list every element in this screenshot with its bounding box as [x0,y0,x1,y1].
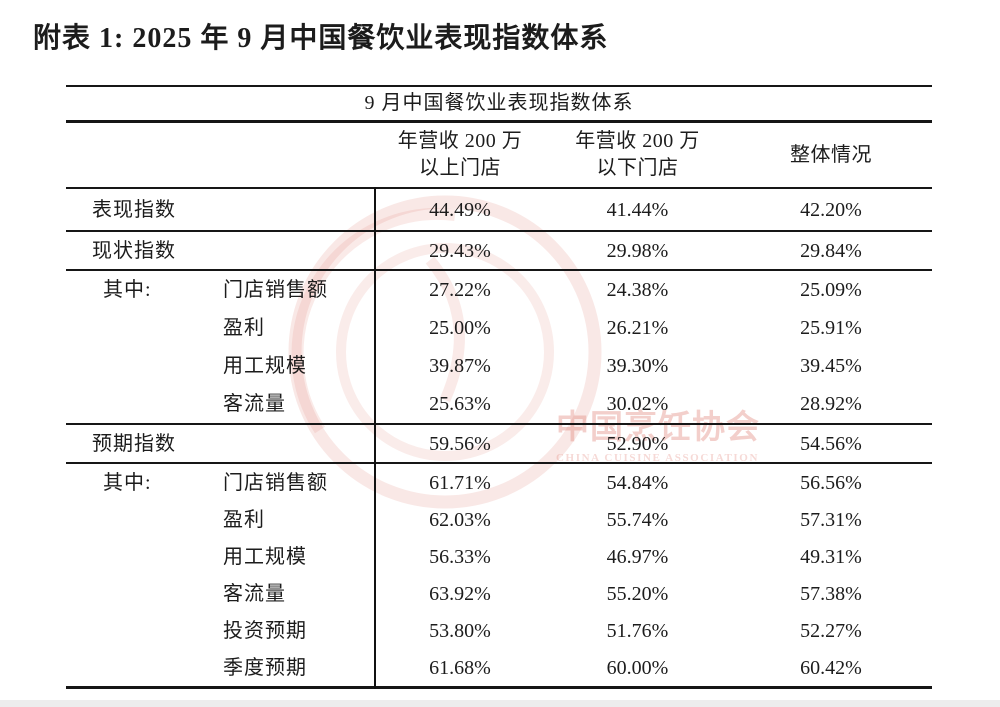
section-rule [66,423,932,425]
table-top-rule [66,85,932,87]
row-sublabel: 门店销售额 [223,471,328,494]
table-header-row: 年营收 200 万 以上门店 年营收 200 万 以下门店 整体情况 [66,123,932,187]
table-row-current-traffic: 客流量 25.63% 30.02% 28.92% [66,385,932,423]
value-overall: 28.92% [800,393,862,415]
table-row-quarter-expectation: 季度预期 61.68% 60.00% 60.42% [66,649,932,686]
value-above-2m: 59.56% [429,432,491,455]
row-sublabel: 门店销售额 [223,279,328,301]
section-rule [66,462,932,464]
value-below-2m: 39.30% [606,355,669,377]
row-label: 预期指数 [92,432,176,455]
row-sublabel: 投资预期 [223,619,307,642]
row-label: 表现指数 [92,198,176,221]
value-above-2m: 25.63% [429,393,491,415]
row-label: 现状指数 [92,239,176,262]
value-above-2m: 61.71% [429,471,491,494]
table-bottom-rule [66,686,932,689]
caption-rule [66,120,932,123]
value-overall: 25.91% [800,317,862,339]
row-sublabel: 用工规模 [223,355,307,377]
table-row-expected-profit: 盈利 62.03% 55.74% 57.31% [66,501,932,538]
table-row-performance-index: 表现指数 44.49% 41.44% 42.20% [66,189,932,230]
value-above-2m: 29.43% [429,239,491,262]
table-row-current-profit: 盈利 25.00% 26.21% 25.91% [66,309,932,347]
table-row-expected-traffic: 客流量 63.92% 55.20% 57.38% [66,575,932,612]
page-title: 附表 1: 2025 年 9 月中国餐饮业表现指数体系 [33,23,609,54]
value-below-2m: 60.00% [606,656,669,679]
table-row-current-employment: 用工规模 39.87% 39.30% 39.45% [66,347,932,385]
row-sublabel: 盈利 [223,508,265,531]
table-row-current-index: 现状指数 29.43% 29.98% 29.84% [66,232,932,269]
value-overall: 39.45% [800,355,862,377]
table-vertical-divider [374,187,376,689]
table-caption: 9 月中国餐饮业表现指数体系 [364,92,634,114]
row-sublabel: 客流量 [223,582,286,605]
value-overall: 42.20% [800,198,862,221]
value-overall: 54.56% [800,432,862,455]
watermark-text-cn: 中国烹饪协会 [556,410,760,446]
value-below-2m: 54.84% [606,471,669,494]
value-overall: 29.84% [800,239,862,262]
value-above-2m: 53.80% [429,619,491,642]
table-row-investment-expectation: 投资预期 53.80% 51.76% 52.27% [66,612,932,649]
column-header-line: 以上门店 [419,157,501,179]
value-above-2m: 62.03% [429,508,491,531]
value-above-2m: 63.92% [429,582,491,605]
column-header-line: 年营收 200 万 [575,130,700,152]
column-header-above-2m: 年营收 200 万 以上门店 [375,128,545,182]
row-sublabel: 季度预期 [223,656,307,679]
section-rule [66,230,932,232]
column-header-below-2m: 年营收 200 万 以下门店 [545,128,730,182]
value-overall: 25.09% [800,279,862,301]
watermark-text-en: CHINA CUISINE ASSOCIATION [556,452,760,464]
value-above-2m: 61.68% [429,656,491,679]
row-label: 其中: [103,471,152,494]
value-below-2m: 30.02% [606,393,669,415]
value-above-2m: 39.87% [429,355,491,377]
value-below-2m: 29.98% [606,239,669,262]
value-overall: 52.27% [800,619,862,642]
column-header-line: 以下门店 [596,157,679,179]
table-row-current-store-sales: 其中: 门店销售额 27.22% 24.38% 25.09% [66,271,932,309]
row-label: 其中: [103,279,152,301]
row-sublabel: 客流量 [223,393,286,415]
value-above-2m: 25.00% [429,317,491,339]
value-below-2m: 46.97% [606,545,669,568]
value-above-2m: 27.22% [429,279,491,301]
table-row-expectation-index: 预期指数 59.56% 52.90% 54.56% [66,425,932,462]
index-table: 9 月中国餐饮业表现指数体系 年营收 200 万 以上门店 年营收 200 万 … [66,85,932,689]
value-below-2m: 26.21% [606,317,669,339]
value-below-2m: 51.76% [606,619,669,642]
value-below-2m: 24.38% [606,279,669,301]
value-below-2m: 41.44% [606,198,669,221]
value-below-2m: 55.20% [606,582,669,605]
value-overall: 57.31% [800,508,862,531]
value-overall: 56.56% [800,471,862,494]
page-bottom-edge [0,700,1000,707]
header-rule [66,187,932,189]
value-overall: 60.42% [800,656,862,679]
column-header-line: 整体情况 [790,143,872,166]
value-above-2m: 44.49% [429,198,491,221]
value-below-2m: 52.90% [606,432,669,455]
column-header-overall: 整体情况 [730,142,932,169]
column-header-line: 年营收 200 万 [397,130,523,152]
table-row-expected-employment: 用工规模 56.33% 46.97% 49.31% [66,538,932,575]
value-below-2m: 55.74% [606,508,669,531]
table-row-expected-store-sales: 其中: 门店销售额 61.71% 54.84% 56.56% [66,464,932,501]
row-sublabel: 用工规模 [223,545,307,568]
row-sublabel: 盈利 [223,317,265,339]
value-overall: 57.38% [800,582,862,605]
value-above-2m: 56.33% [429,545,491,568]
value-overall: 49.31% [800,545,862,568]
section-rule [66,269,932,271]
